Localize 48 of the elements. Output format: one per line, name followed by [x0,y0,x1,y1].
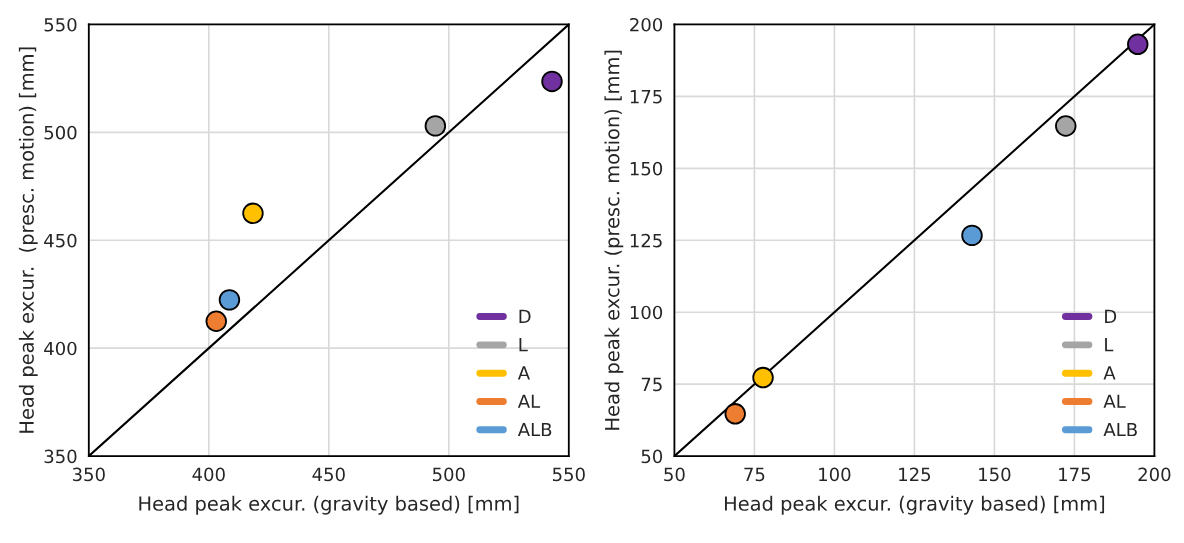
x-tick-label: 125 [899,467,931,482]
x-tick-label: 400 [192,467,225,482]
point [242,202,264,225]
y-tick-label: 450 [44,233,77,248]
y-tick-label: 200 [630,17,663,32]
y-axis-title: Head peak excur. (presc. motion) [mm] [18,47,38,433]
x-tick-label: 75 [744,467,765,482]
y-tick-label: 175 [630,90,662,104]
y-tick-label: 125 [630,233,662,248]
x-tick-label: 100 [819,467,851,482]
point [205,310,227,332]
legend-label: ALB [1103,422,1137,437]
point [1127,33,1149,56]
point [752,366,774,389]
y-tick-label: 500 [44,125,77,140]
point [541,70,563,93]
x-tick-label: 200 [1138,467,1171,482]
y-tick-label: 50 [641,449,663,464]
legend-label: A [1103,366,1116,380]
point [724,403,746,425]
x-tick-label: 350 [72,467,105,482]
x-tick-label: 50 [664,467,685,482]
x-axis-title: Head peak excur. (gravity based) [mm] [139,495,519,515]
x-tick-label: 450 [312,467,345,482]
x-tick-label: 175 [1059,467,1091,482]
legend-label: ALB [517,422,552,437]
y-tick-label: 150 [630,161,663,176]
y-tick-label: 75 [641,377,662,392]
legend-label: L [519,338,528,352]
y-axis-title: Head peak excur. (presc. motion) [mm] [604,50,624,430]
x-axis-title: Head peak excur. (gravity based) [mm] [724,495,1105,515]
x-tick-label: 500 [432,467,465,482]
y-tick-label: 400 [44,341,77,356]
point [218,289,241,311]
y-tick-label: 550 [44,17,77,32]
legend-label: D [1105,309,1117,323]
x-tick-label: 150 [979,467,1011,482]
y-tick-label: 100 [630,305,663,320]
legend-label: L [1105,338,1114,352]
legend-label: D [519,309,531,323]
legend-label: AL [517,394,541,408]
point [961,224,983,247]
y-tick-label: 350 [44,449,77,464]
legend-label: A [517,366,530,380]
point [424,115,447,137]
point [1055,115,1077,137]
legend-label: AL [1103,394,1126,408]
x-tick-label: 550 [552,467,585,482]
